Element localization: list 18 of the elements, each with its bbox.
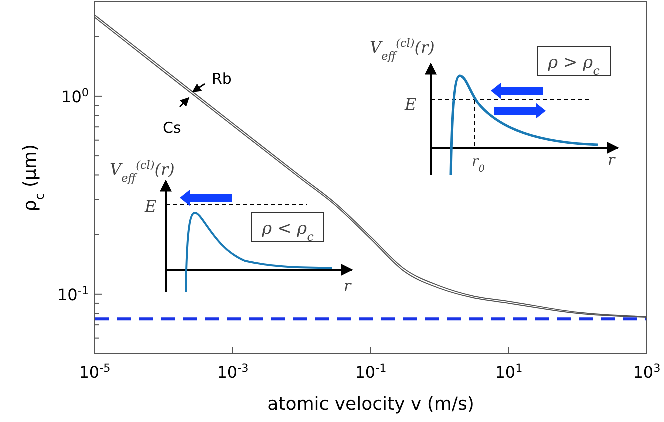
- annotation: V$_{eff}$$^{(cl)}$(r): [110, 158, 175, 184]
- annotation: r: [608, 151, 616, 169]
- annotation: V$_{eff}$$^{(cl)}$(r): [370, 36, 435, 62]
- annotation: ρ > ρ$_{c}$: [547, 53, 600, 78]
- series-label: Rb: [212, 70, 232, 88]
- x-tick-label: 10$^{3}$: [633, 362, 661, 382]
- annotation: r: [344, 277, 352, 295]
- annotation: r$_{0}$: [472, 154, 485, 174]
- annotation: E: [144, 197, 157, 216]
- y-tick-label: 10$^{0}$: [62, 86, 89, 106]
- x-tick-label: 10$^{-5}$: [79, 362, 111, 382]
- x-tick-label: 10$^{1}$: [495, 362, 523, 382]
- annotation: ρ < ρ$_{c}$: [261, 219, 314, 244]
- annotation: E: [404, 95, 417, 114]
- x-tick-label: 10$^{-3}$: [217, 362, 249, 382]
- series-label: Cs: [163, 119, 182, 137]
- x-axis-title: atomic velocity v (m/s): [268, 394, 474, 415]
- x-tick-label: 10$^{-1}$: [355, 362, 387, 382]
